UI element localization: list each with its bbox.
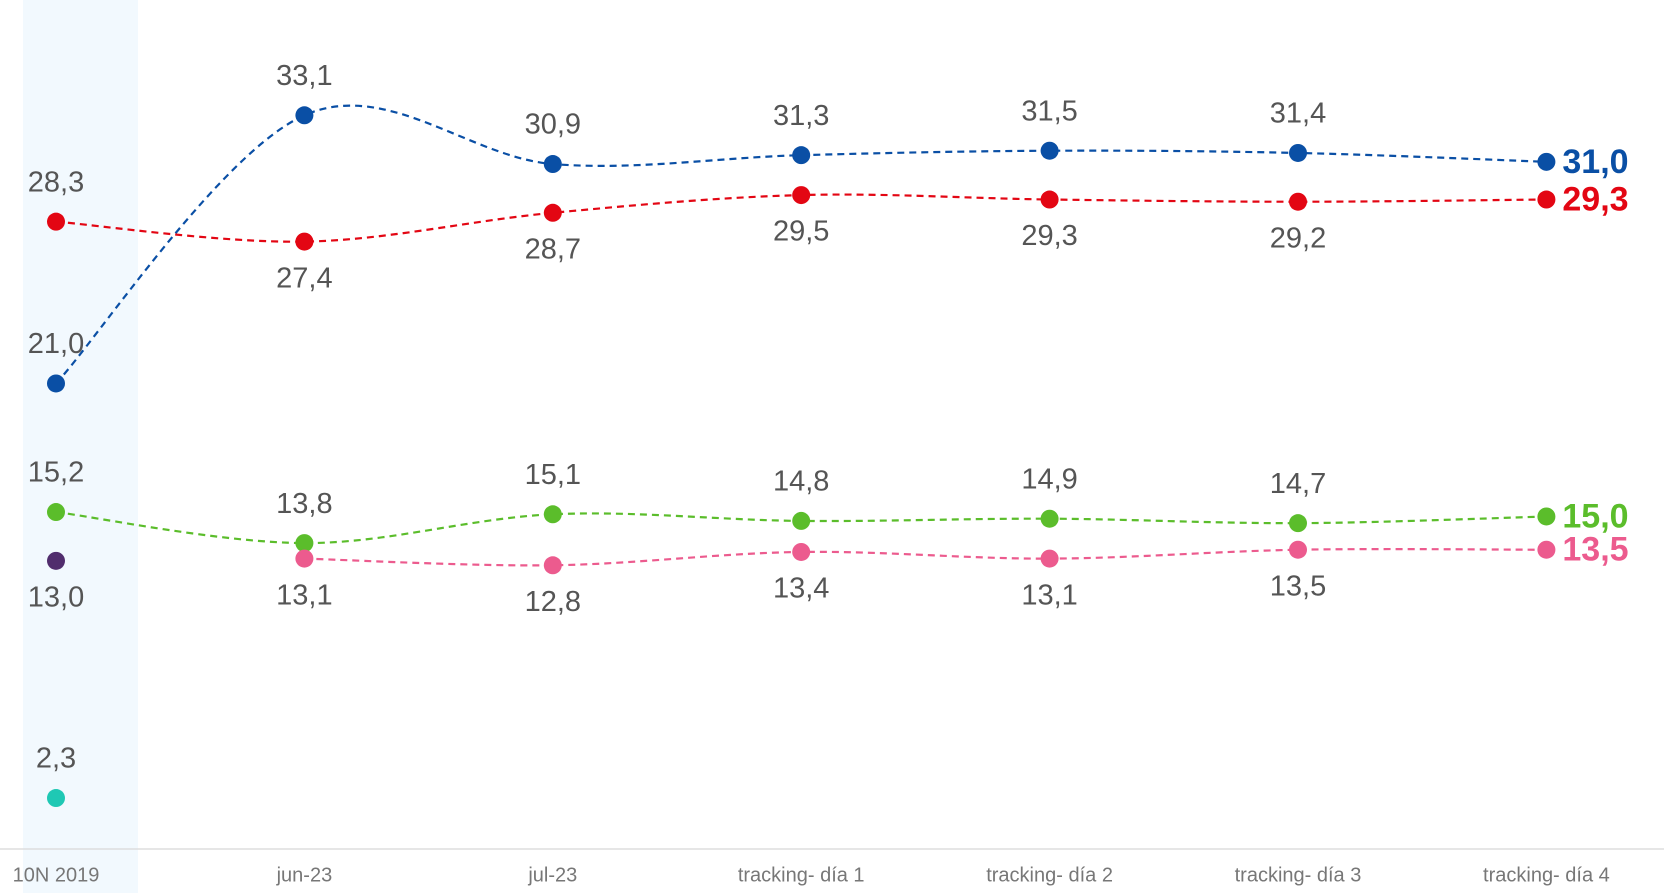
data-label: 29,5 [773,216,829,248]
data-point [543,556,562,575]
data-label: 14,9 [1021,463,1077,495]
data-label: 12,8 [525,586,581,618]
highlight-band [23,0,138,893]
data-label: 13,1 [1021,579,1077,611]
series-line [304,547,1547,567]
data-point [792,511,811,530]
data-point [543,155,562,174]
data-point [295,232,314,251]
data-label: 15,2 [28,457,84,489]
data-point [47,503,65,522]
data-label: 13,5 [1270,570,1326,602]
data-label: 30,9 [525,109,581,141]
data-point [1040,549,1059,568]
data-label: 31,3 [773,100,829,132]
data-label: 31,4 [1270,98,1326,130]
data-point [1537,152,1556,171]
data-point [1289,192,1307,211]
end-label: 13,5 [1562,531,1628,569]
data-point [1040,190,1059,209]
data-label: 14,7 [1270,468,1326,500]
data-label: 13,8 [276,488,332,520]
x-tick-label: 10N 2019 [13,864,100,886]
data-label: 13,4 [773,573,829,605]
data-point [543,203,562,222]
data-point [1537,507,1556,526]
data-point [1289,143,1307,162]
data-label: 13,0 [28,581,84,613]
x-tick-label: tracking- día 3 [1235,864,1362,886]
data-label: 14,8 [773,466,829,498]
data-label: 31,5 [1021,95,1077,127]
x-tick-label: tracking- día 1 [738,864,865,886]
x-tick-label: jul-23 [527,864,577,886]
x-tick-label: jun-23 [276,864,333,886]
end-label: 29,3 [1562,180,1628,218]
data-point [295,106,314,125]
data-point [295,534,314,553]
data-point [1040,141,1059,160]
end-label: 15,0 [1562,497,1628,535]
data-label: 13,1 [276,579,332,611]
data-point [792,186,811,205]
x-tick-label: tracking- día 2 [986,864,1113,886]
data-point [1537,540,1556,559]
data-label: 33,1 [276,60,332,92]
data-point [1040,509,1059,528]
data-point [792,146,811,165]
x-tick-label: tracking- día 4 [1483,864,1610,886]
data-point [1289,514,1307,533]
data-point [1537,190,1556,209]
data-label: 29,3 [1021,220,1077,252]
data-label: 21,0 [28,328,84,360]
data-label: 28,7 [525,233,581,265]
data-label: 27,4 [276,262,332,294]
data-point [47,789,65,808]
data-point [792,542,811,561]
data-point [47,212,65,231]
data-point [47,551,65,570]
data-point [1289,540,1307,559]
data-point [47,374,65,393]
data-point [543,505,562,524]
data-point [295,549,314,568]
data-label: 29,2 [1270,222,1326,254]
data-label: 2,3 [36,743,76,775]
data-label: 15,1 [525,459,581,491]
end-label: 31,0 [1562,143,1628,181]
data-label: 28,3 [28,166,84,198]
